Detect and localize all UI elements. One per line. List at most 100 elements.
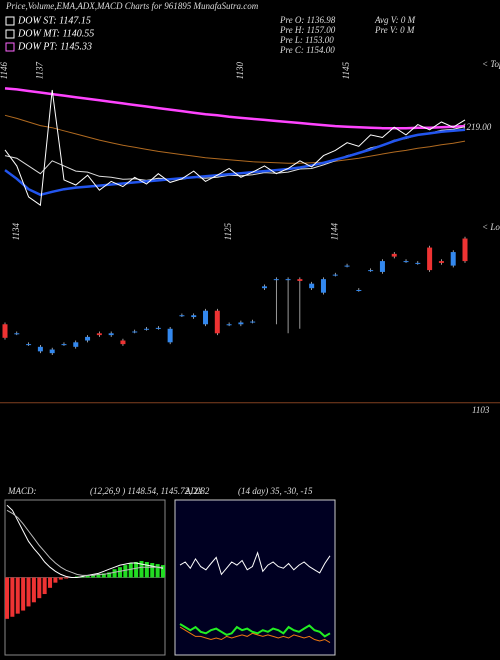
info-text: Pre C: 1154.00	[279, 45, 335, 55]
series-line	[4, 128, 466, 197]
series-line	[179, 623, 331, 638]
candle-body	[120, 340, 126, 345]
candle-body	[427, 247, 433, 271]
candle-body	[273, 279, 279, 281]
candle-body	[2, 324, 8, 338]
candle-body	[132, 331, 138, 333]
candle-body	[450, 252, 456, 266]
histogram-bar	[37, 577, 42, 599]
x-tick-label: 1145	[341, 62, 351, 80]
candle-body	[320, 279, 326, 293]
histogram-bar	[74, 576, 79, 578]
candle-body	[96, 333, 102, 336]
x-tick-label: 1130	[235, 62, 245, 80]
legend-swatch	[5, 42, 15, 52]
info-text: Pre O: 1136.98	[279, 15, 336, 25]
candle-body	[285, 279, 291, 281]
candle-body	[61, 344, 67, 346]
series-line	[4, 114, 466, 164]
x-tick-label: 1146	[0, 62, 9, 80]
candle-body	[203, 310, 209, 325]
histogram-bar	[91, 575, 96, 578]
candle-body	[179, 315, 185, 317]
panel-title: MACD:	[7, 486, 37, 496]
histogram-bar	[123, 565, 128, 578]
candle-body	[49, 349, 55, 354]
x-tick-label: 1134	[11, 223, 21, 241]
histogram-bar	[5, 577, 9, 619]
panel-subtitle: (14 day) 35, -30, -15	[238, 486, 313, 496]
legend-label: DOW ST: 1147.15	[17, 15, 91, 26]
candle-body	[73, 342, 79, 347]
chart-title: Price,Volume,EMA,ADX,MACD Charts for 961…	[5, 1, 259, 11]
panel-title: ADX	[184, 486, 203, 496]
candle-body	[403, 261, 409, 263]
candle-body	[144, 328, 150, 330]
histogram-bar	[150, 563, 155, 578]
histogram-bar	[112, 569, 117, 578]
candle-body	[238, 322, 244, 325]
candle-body	[438, 261, 444, 263]
legend-swatch	[5, 16, 15, 26]
histogram-bar	[139, 560, 144, 578]
histogram-bar	[26, 577, 31, 607]
annotation: < Tops	[482, 59, 500, 69]
histogram-bar	[31, 577, 36, 603]
candle-body	[214, 310, 220, 334]
candle-body	[261, 286, 267, 289]
candle-body	[155, 327, 161, 329]
candle-body	[191, 315, 197, 318]
candle-body	[108, 333, 114, 336]
series-line	[4, 89, 466, 207]
candle-body	[226, 324, 232, 326]
x-tick-label: 1144	[329, 223, 339, 241]
series-line	[179, 626, 331, 644]
histogram-bar	[117, 567, 122, 578]
legend-label: DOW MT: 1140.55	[17, 28, 94, 39]
series-line	[179, 551, 331, 576]
histogram-bar	[101, 573, 106, 578]
histogram-bar	[128, 563, 133, 578]
x-tick-label: 1125	[223, 223, 233, 241]
histogram-bar	[48, 577, 53, 588]
histogram-bar	[42, 577, 47, 595]
histogram-bar	[134, 562, 139, 578]
histogram-bar	[21, 577, 26, 611]
candle-body	[379, 261, 385, 272]
candle-body	[391, 253, 397, 257]
histogram-bar	[10, 577, 15, 617]
candle-body	[344, 265, 350, 267]
series-line	[6, 509, 163, 576]
candle-body	[462, 238, 468, 262]
info-text: Pre L: 1153.00	[279, 35, 334, 45]
candle-body	[309, 283, 315, 289]
x-tick-label: 1137	[34, 62, 44, 80]
histogram-bar	[107, 572, 112, 578]
annotation: < Lows	[482, 222, 500, 232]
info-text: Avg V: 0 M	[374, 15, 416, 25]
candle-body	[26, 344, 32, 346]
series-line	[4, 87, 466, 130]
histogram-bar	[64, 577, 69, 579]
histogram-bar	[155, 564, 160, 578]
histogram-bar	[53, 577, 58, 583]
candle-body	[297, 279, 303, 281]
legend-swatch	[5, 29, 15, 39]
histogram-bar	[161, 565, 165, 578]
candle-body	[250, 321, 256, 323]
candle-body	[368, 270, 374, 272]
candle-body	[37, 346, 43, 352]
info-text: Pre V: 0 M	[374, 25, 415, 35]
candle-body	[14, 333, 20, 335]
histogram-bar	[58, 577, 63, 580]
y-tick-label: 1103	[472, 405, 490, 415]
candle-body	[332, 274, 338, 276]
histogram-bar	[85, 575, 90, 578]
histogram-bar	[96, 574, 101, 578]
series-line	[6, 504, 164, 578]
histogram-bar	[144, 562, 149, 578]
candle-body	[167, 328, 173, 343]
candle-body	[356, 289, 362, 291]
